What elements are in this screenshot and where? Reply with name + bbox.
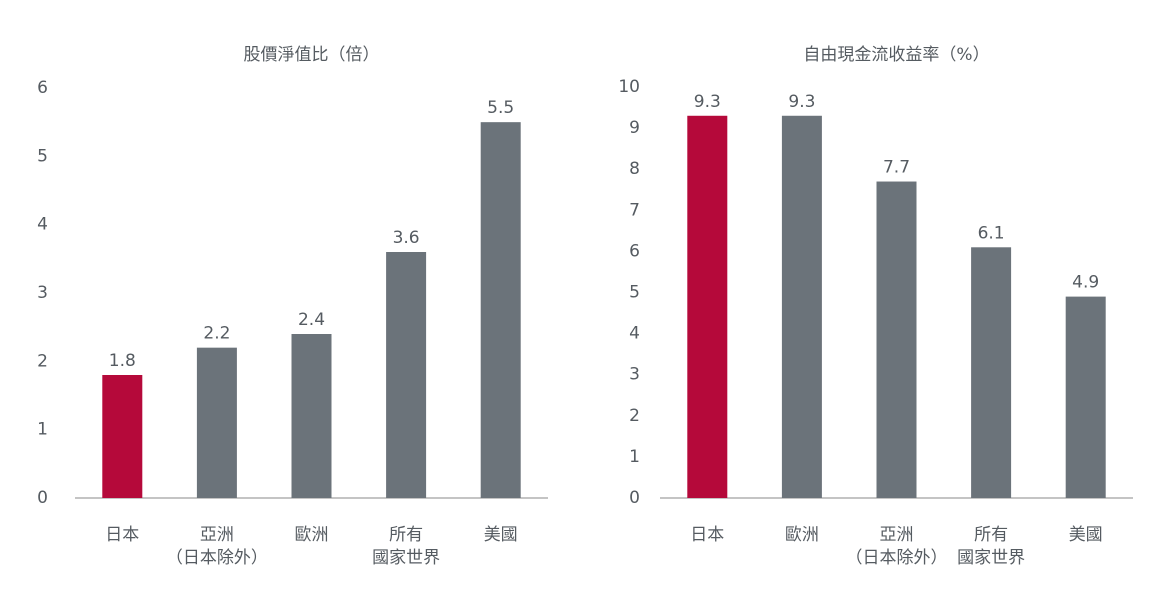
y-tick-label: 5: [37, 146, 48, 166]
x-tick-label: （日本除外）: [166, 548, 268, 568]
x-tick-label: 亞洲: [200, 525, 234, 545]
bar: [971, 247, 1012, 498]
value-label: 2.2: [203, 324, 230, 344]
value-label: 5.5: [487, 98, 514, 118]
value-label: 6.1: [978, 223, 1005, 243]
y-tick-label: 6: [629, 241, 640, 261]
y-tick-label: 1: [629, 447, 640, 467]
y-tick-label: 5: [629, 283, 640, 303]
y-tick-label: 0: [629, 488, 640, 508]
y-tick-label: 1: [37, 420, 48, 440]
bar: [102, 375, 143, 498]
value-label: 3.6: [393, 228, 420, 248]
y-tick-label: 4: [629, 324, 640, 344]
x-tick-label: 歐洲: [295, 525, 329, 545]
x-tick-label: 日本: [105, 525, 139, 545]
y-tick-label: 2: [629, 406, 640, 426]
value-label: 4.9: [1072, 273, 1099, 293]
x-tick-label: 所有: [974, 525, 1008, 545]
x-tick-label: 亞洲: [880, 525, 914, 545]
x-tick-label: 國家世界: [372, 548, 440, 568]
x-tick-label: 歐洲: [785, 525, 819, 545]
x-tick-label: 所有: [389, 525, 423, 545]
y-tick-label: 9: [629, 118, 640, 138]
y-tick-label: 2: [37, 351, 48, 371]
bar: [196, 347, 237, 498]
value-label: 2.4: [298, 310, 325, 330]
bar: [1065, 296, 1106, 498]
x-tick-label: 國家世界: [957, 548, 1025, 568]
y-tick-label: 4: [37, 215, 48, 235]
bar: [480, 122, 521, 499]
bar: [781, 115, 822, 499]
y-tick-label: 0: [37, 488, 48, 508]
y-tick-label: 3: [37, 283, 48, 303]
bar: [291, 334, 332, 498]
x-tick-label: （日本除外）: [846, 548, 948, 568]
x-tick-label: 美國: [484, 525, 518, 545]
value-label: 9.3: [788, 92, 815, 112]
y-tick-label: 8: [629, 159, 640, 179]
y-tick-label: 7: [629, 200, 640, 220]
y-tick-label: 10: [618, 77, 640, 97]
value-label: 7.7: [883, 158, 910, 178]
bar: [876, 181, 917, 498]
x-tick-label: 日本: [690, 525, 724, 545]
x-tick-label: 美國: [1069, 525, 1103, 545]
value-label: 1.8: [109, 351, 136, 371]
value-label: 9.3: [694, 92, 721, 112]
y-tick-label: 3: [629, 365, 640, 385]
chart-title: 自由現金流收益率（%）: [803, 45, 989, 65]
y-tick-label: 6: [37, 78, 48, 98]
chart-title: 股價淨值比（倍）: [244, 45, 380, 65]
bar: [687, 115, 728, 499]
bar: [386, 252, 427, 498]
